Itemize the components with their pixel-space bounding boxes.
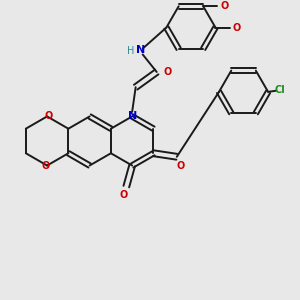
Text: O: O: [120, 190, 128, 200]
Text: N: N: [128, 111, 137, 121]
Text: H: H: [127, 46, 135, 56]
Text: O: O: [42, 160, 50, 170]
Text: Cl: Cl: [274, 85, 285, 94]
Text: N: N: [136, 45, 145, 55]
Text: O: O: [44, 111, 52, 122]
Text: O: O: [220, 1, 228, 11]
Text: O: O: [163, 67, 171, 77]
Text: O: O: [176, 161, 184, 171]
Text: O: O: [232, 22, 241, 33]
